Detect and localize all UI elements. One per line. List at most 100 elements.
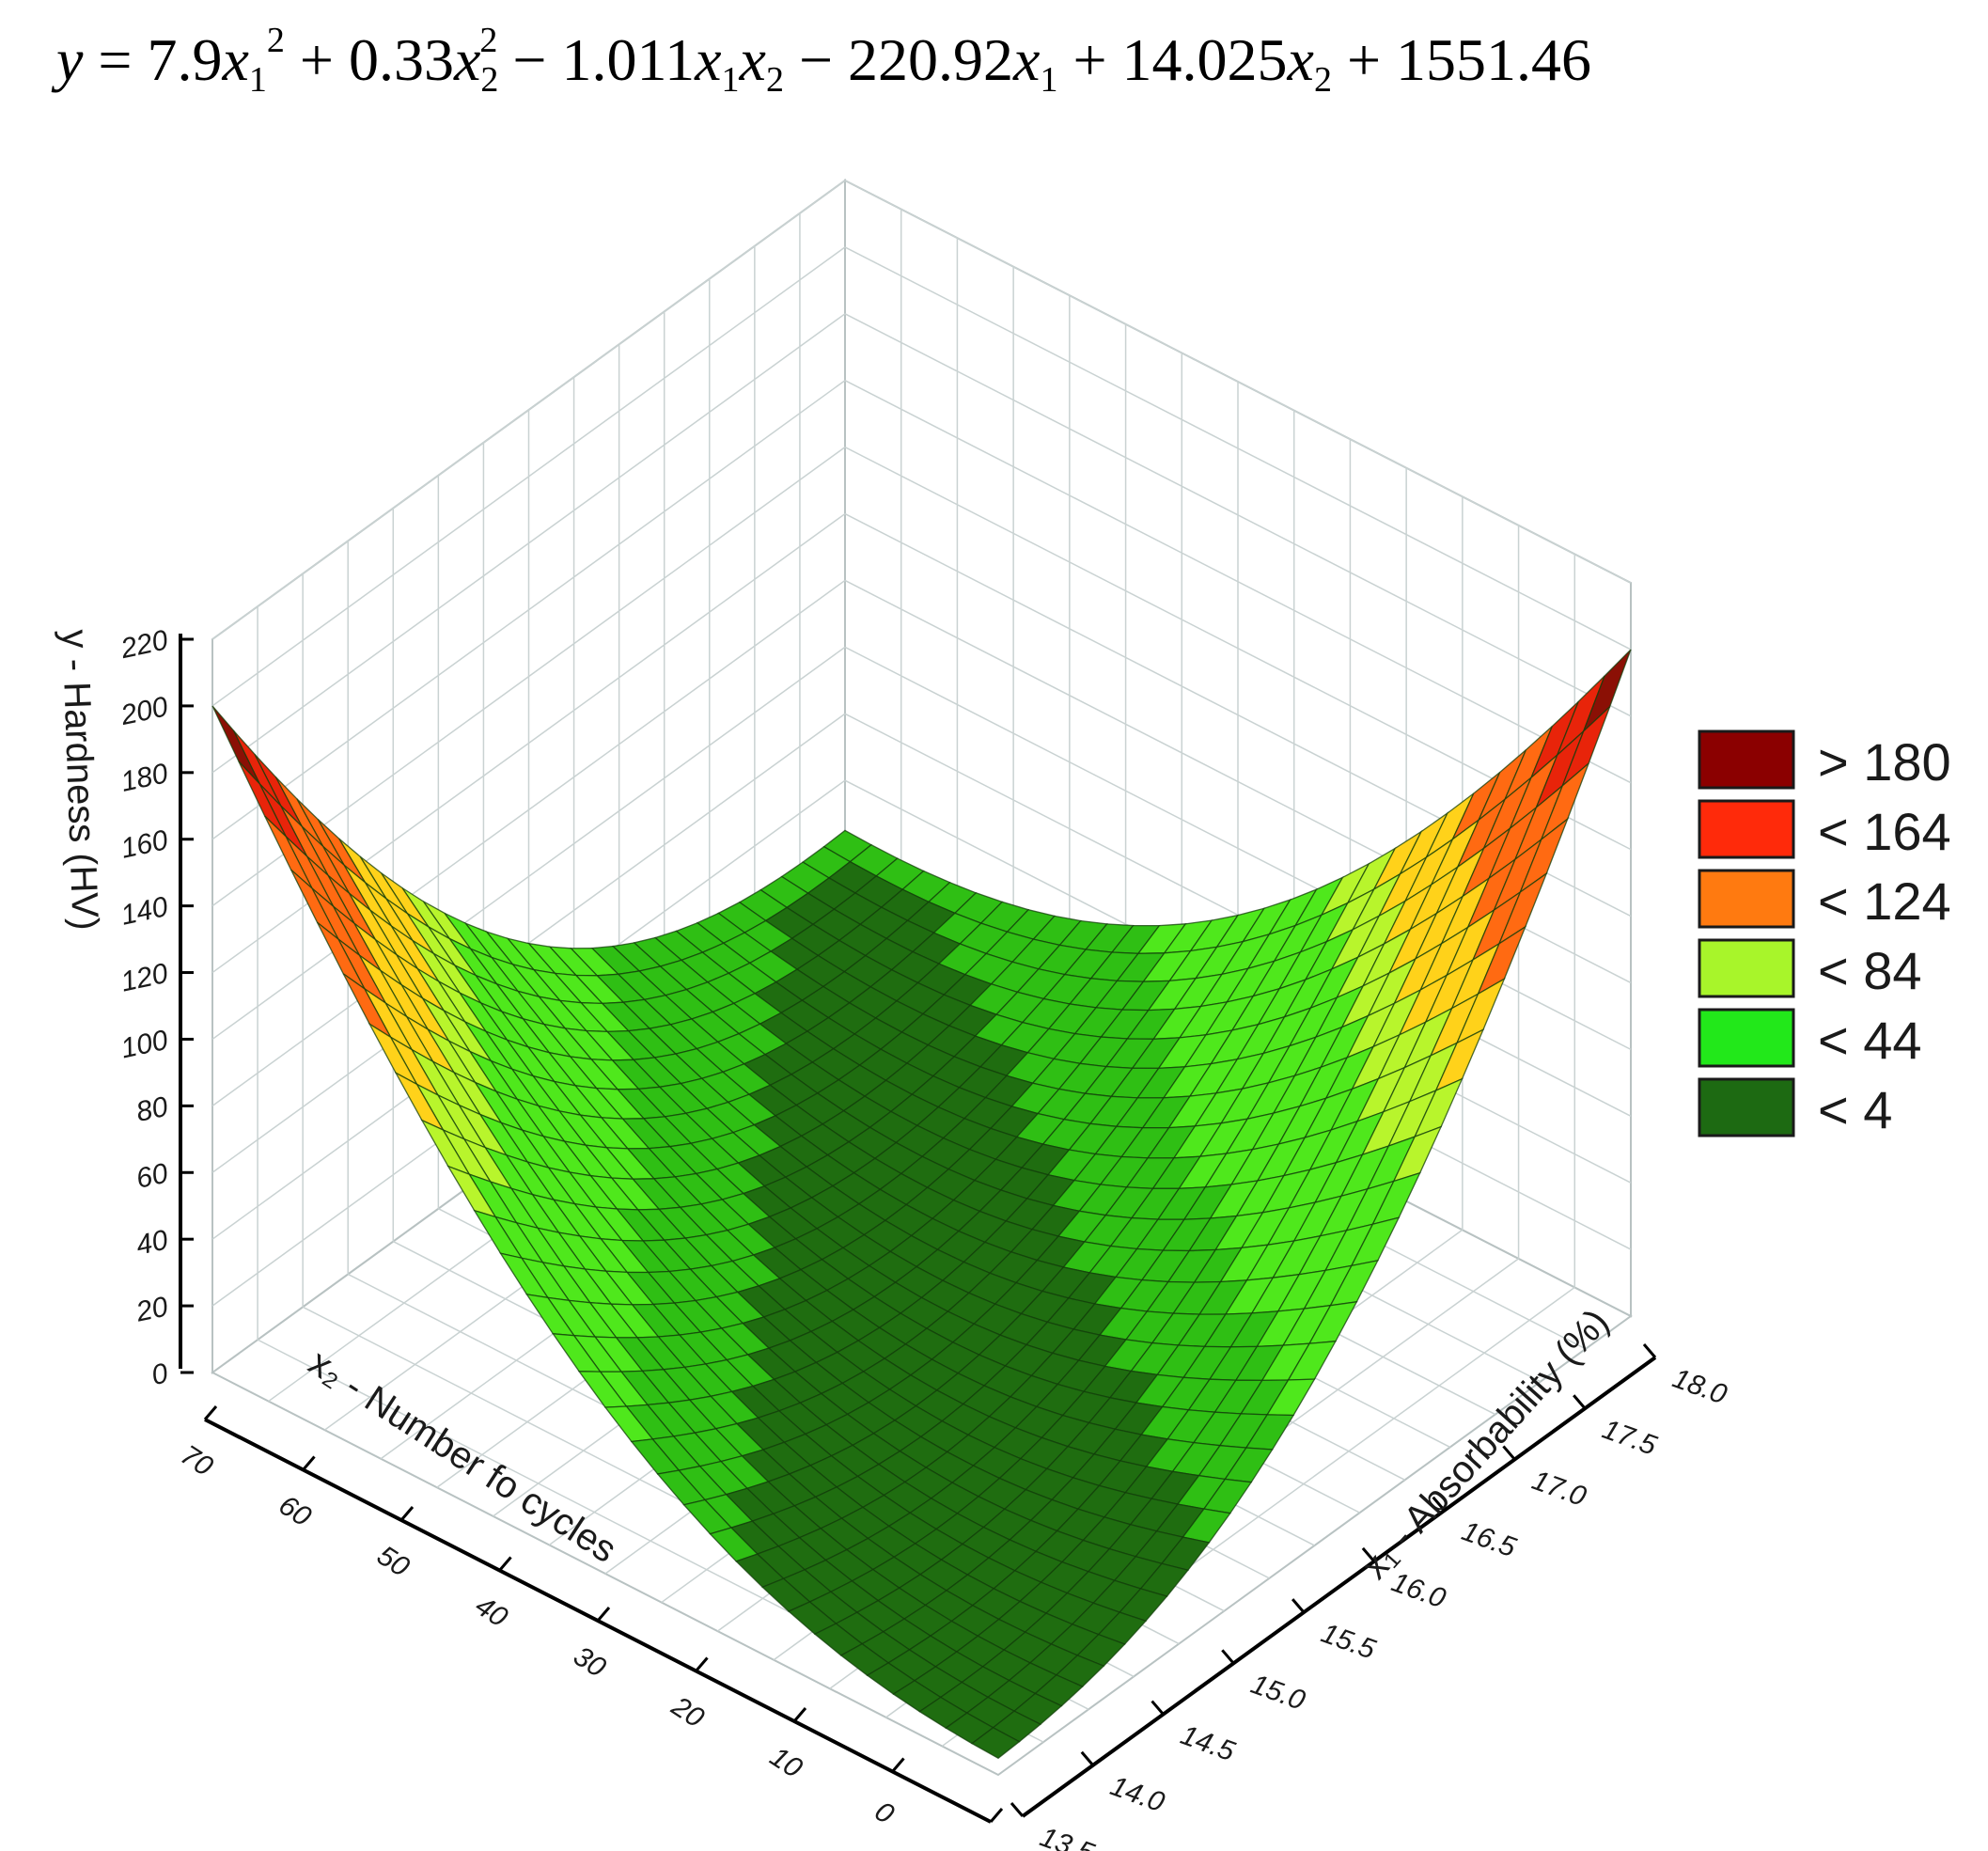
x2-tick-label: -10 <box>957 1839 1009 1851</box>
eq-sub: 1 <box>249 60 267 100</box>
legend-label: < 124 <box>1818 871 1951 931</box>
grid-line <box>844 246 1632 651</box>
x2-tick-mark <box>891 1757 905 1773</box>
z-tick-label: 80 <box>133 1091 171 1128</box>
z-tick-label: 140 <box>118 891 171 932</box>
x2-tick-mark <box>792 1707 807 1722</box>
legend-swatch <box>1698 938 1795 998</box>
z-tick-label: 40 <box>133 1224 171 1261</box>
z-tick-label: 0 <box>149 1357 170 1391</box>
x1-tick-label: 14.0 <box>1106 1770 1168 1818</box>
grid-line <box>844 313 1632 717</box>
x1-tick-mark <box>1502 1445 1516 1461</box>
legend-swatch <box>1698 1008 1795 1068</box>
surface-mesh <box>211 649 1632 1760</box>
eq-y: y <box>51 26 84 93</box>
eq-sub: 2 <box>766 60 784 100</box>
grid-line <box>211 579 846 1041</box>
z-tick-label: 200 <box>117 691 171 731</box>
x2-tick-label: 0 <box>869 1796 900 1830</box>
x1-tick-label: 15.0 <box>1247 1669 1309 1717</box>
z-tick-label: 120 <box>118 958 171 998</box>
z-tick-label: 100 <box>118 1025 171 1065</box>
eq-var: x <box>222 26 249 93</box>
eq-sub: 2 <box>480 60 498 100</box>
chart-equation: y = 7.9x12 + 0.33x22 − 1.011x1x2 − 220.9… <box>51 21 1591 100</box>
grid-line <box>844 180 1632 584</box>
x2-tick-label: 20 <box>665 1690 710 1734</box>
surface-cell <box>970 1727 1021 1760</box>
x1-tick-mark <box>1291 1598 1306 1614</box>
eq-var: x <box>739 26 766 93</box>
eq-sub: 1 <box>722 60 740 100</box>
eq-sup: 2 <box>479 21 497 60</box>
x1-axis-line <box>1021 1356 1657 1818</box>
x2-tick-label: 60 <box>274 1490 317 1533</box>
legend-label: < 84 <box>1818 941 1922 1000</box>
x1-tick-mark <box>1221 1649 1235 1665</box>
eq-var: x <box>694 26 721 93</box>
grid-line <box>844 380 1632 784</box>
grid-line <box>211 646 846 1106</box>
z-tick-label: 60 <box>133 1158 171 1195</box>
legend-label: > 180 <box>1818 732 1951 792</box>
x1-tick-label: 17.5 <box>1598 1414 1660 1462</box>
x1-tick-mark <box>1432 1496 1446 1512</box>
z-tick-label: 220 <box>117 624 171 665</box>
x1-tick-label: 13.5 <box>1036 1822 1098 1851</box>
grid-line <box>211 313 846 774</box>
eq-part: + 0.33 <box>285 26 454 93</box>
x1-tick-mark <box>1080 1750 1094 1766</box>
grid-line <box>211 380 846 840</box>
legend-label: < 164 <box>1818 802 1951 861</box>
eq-var: x <box>453 26 480 93</box>
x1-tick-label: 17.0 <box>1528 1465 1590 1513</box>
legend-swatch <box>1698 869 1795 929</box>
grid-line <box>211 180 846 640</box>
eq-part: + 1551.46 <box>1332 26 1591 93</box>
eq-sub: 2 <box>1314 60 1332 100</box>
x2-tick-mark <box>399 1506 415 1521</box>
x2-tick-mark <box>695 1656 709 1672</box>
eq-part: − 1.011 <box>497 26 695 93</box>
eq-part: + 14.025 <box>1057 26 1287 93</box>
eq-part: = 7.9 <box>83 26 222 93</box>
x2-tick-mark <box>596 1607 611 1622</box>
x1-tick-mark <box>1010 1802 1025 1817</box>
z-tick-label: 180 <box>118 758 171 798</box>
eq-sup: 2 <box>267 21 285 60</box>
x1-tick-mark <box>1361 1546 1376 1562</box>
x2-tick-mark <box>203 1405 218 1420</box>
z-tick-label: 160 <box>118 824 171 865</box>
x2-tick-label: 30 <box>568 1640 611 1684</box>
eq-var: x <box>1287 26 1314 93</box>
x1-tick-label: 16.5 <box>1458 1515 1520 1563</box>
legend-label: < 44 <box>1818 1011 1922 1070</box>
x2-tick-mark <box>498 1556 512 1572</box>
x2-tick-mark <box>989 1808 1004 1823</box>
x1-tick-label: 15.5 <box>1317 1618 1379 1666</box>
x1-tick-mark <box>1573 1394 1587 1410</box>
x1-tick-label: 16.0 <box>1387 1566 1449 1614</box>
x2-tick-label: 70 <box>175 1439 218 1482</box>
z-tick-label: 20 <box>133 1291 171 1327</box>
x1-tick-label: 18.0 <box>1668 1363 1730 1411</box>
z-axis-title: y - Hardness (HV) <box>54 629 105 931</box>
plot-axes <box>179 634 1657 1824</box>
x1-tick-label: 14.5 <box>1177 1719 1239 1767</box>
x1-tick-mark <box>1151 1700 1165 1716</box>
x2-tick-label: 40 <box>470 1591 513 1634</box>
x1-tick-mark <box>1642 1343 1657 1358</box>
legend-swatch <box>1698 1077 1795 1137</box>
eq-var: x <box>1012 26 1040 93</box>
x2-tick-mark <box>302 1455 316 1471</box>
x2-tick-label: 10 <box>764 1741 807 1784</box>
legend-swatch <box>1698 729 1795 790</box>
grid-line <box>211 246 846 707</box>
x2-tick-label: 50 <box>371 1540 415 1583</box>
legend-label: < 4 <box>1818 1080 1892 1139</box>
eq-sub: 1 <box>1040 60 1057 100</box>
eq-part: − 220.92 <box>784 26 1013 93</box>
legend: > 180 < 164 < 124 < 84 < 44 < 4 <box>1698 729 1951 1139</box>
